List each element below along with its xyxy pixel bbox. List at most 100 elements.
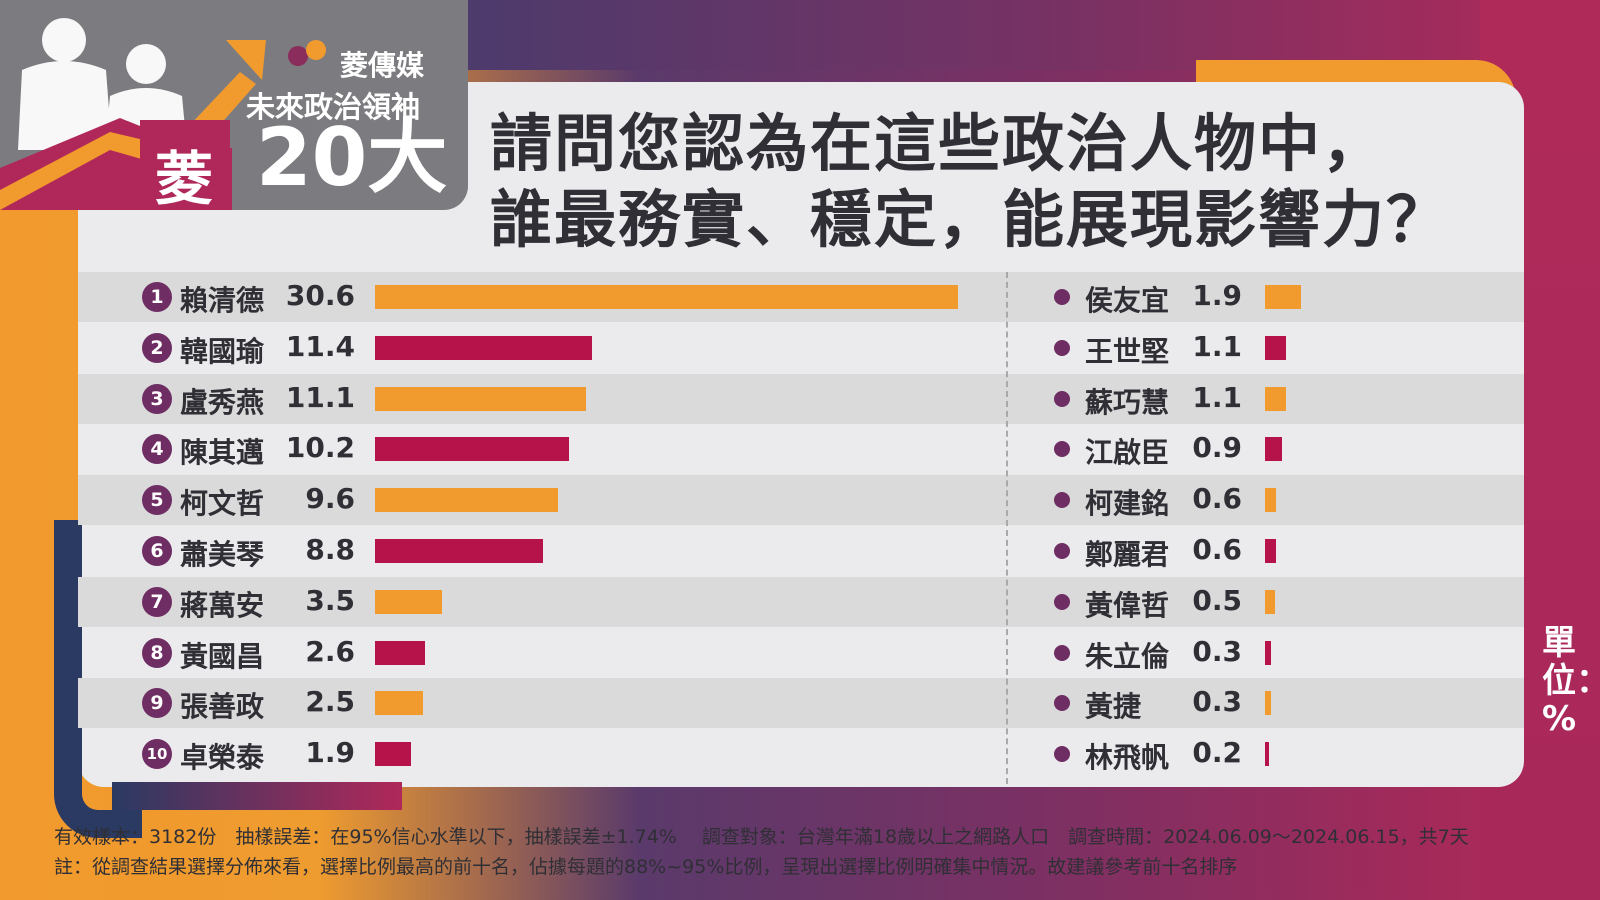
candidate-name: 蕭美琴 [180, 538, 265, 571]
rank-badge: 1 [142, 282, 172, 312]
value-label: 2.5 [305, 685, 355, 719]
bar [1265, 742, 1269, 767]
value-label: 9.6 [305, 482, 355, 516]
value-label: 3.5 [305, 583, 355, 617]
value-label: 0.2 [1192, 736, 1242, 770]
bar [375, 589, 442, 614]
value-label: 0.9 [1192, 431, 1242, 465]
badge-subtitle: 未來政治領袖 [246, 90, 421, 124]
bullet-icon [1054, 695, 1070, 712]
candidate-name: 卓榮泰 [180, 741, 265, 775]
value-label: 1.1 [1192, 380, 1242, 414]
value-label: 30.6 [285, 279, 355, 312]
bar [1265, 691, 1271, 716]
rank-badge: 3 [142, 383, 172, 414]
bar [375, 539, 543, 563]
candidate-name: 林飛帆 [1085, 741, 1170, 775]
bar [1265, 437, 1283, 462]
bar [1265, 285, 1302, 309]
header-badge: 菱傳媒 未來政治領袖 20大 菱 [0, 0, 468, 210]
candidate-name: 黃國昌 [180, 639, 265, 673]
table-row [78, 475, 1524, 526]
unit-label: 單位：% [1542, 623, 1600, 739]
frame-blue [54, 520, 142, 838]
candidate-name: 鄭麗君 [1085, 538, 1170, 571]
bar [375, 335, 593, 360]
bullet-icon [1054, 492, 1070, 509]
bullet-icon [1054, 441, 1070, 458]
title-line-1: 請問您認為在這些政治人物中， [490, 107, 1387, 180]
bar [375, 437, 570, 462]
candidate-name: 蘇巧慧 [1085, 385, 1170, 419]
rank-badge: 2 [142, 332, 172, 363]
bar [375, 488, 558, 513]
value-label: 0.6 [1192, 533, 1242, 566]
value-label: 2.6 [305, 634, 355, 668]
rank-badge: 8 [142, 637, 172, 668]
bullet-icon [1054, 746, 1070, 763]
bar [375, 691, 423, 716]
silhouette-graphic [0, 18, 326, 210]
rank-badge: 5 [142, 485, 172, 516]
value-label: 0.3 [1192, 685, 1242, 719]
candidate-name: 黃偉哲 [1085, 588, 1170, 622]
candidate-name: 柯文哲 [180, 487, 265, 521]
candidate-name: 蔣萬安 [180, 588, 265, 622]
candidate-name: 韓國瑜 [180, 334, 265, 368]
rank-badge: 10 [142, 739, 172, 770]
bar [1265, 335, 1286, 360]
table-row [78, 678, 1524, 729]
candidate-name: 盧秀燕 [180, 385, 265, 419]
brand-logo-icon [288, 40, 326, 66]
bar [1265, 539, 1277, 563]
rank-badge: 7 [142, 586, 172, 617]
candidate-name: 黃捷 [1085, 690, 1142, 724]
candidate-name: 柯建銘 [1085, 487, 1170, 521]
candidate-name: 侯友宜 [1085, 284, 1170, 317]
bullet-icon [1054, 289, 1070, 305]
bar [375, 285, 958, 309]
bullet-icon [1054, 390, 1070, 407]
bar [375, 386, 587, 411]
value-label: 1.9 [305, 736, 355, 770]
title-line-2: 誰最務實、穩定，能展現影響力？ [490, 183, 1451, 256]
rank-badge: 6 [142, 536, 172, 566]
bullet-icon [1054, 644, 1070, 661]
value-label: 8.8 [305, 533, 355, 566]
value-label: 0.6 [1192, 482, 1242, 516]
brand-name: 菱傳媒 [340, 49, 425, 82]
footer-sample-info: 有效樣本：3182份 抽樣誤差：在95%信心水準以下，抽樣誤差±1.74% 調查… [54, 826, 1469, 848]
bar [1265, 589, 1275, 614]
candidate-name: 王世堅 [1085, 334, 1170, 368]
candidate-name: 張善政 [180, 690, 265, 724]
bar [1265, 386, 1286, 411]
bar [1265, 640, 1271, 665]
value-label: 1.9 [1192, 279, 1242, 312]
value-label: 0.5 [1192, 583, 1242, 617]
rank-badge: 9 [142, 688, 172, 719]
table-row [78, 576, 1524, 627]
badge-char: 菱 [155, 145, 214, 210]
candidate-name: 江啟臣 [1085, 436, 1170, 470]
page-title: 請問您認為在這些政治人物中， 誰最務實、穩定，能展現影響力？ [490, 106, 1450, 258]
value-label: 10.2 [285, 431, 355, 465]
value-label: 11.4 [285, 329, 355, 363]
rank-badge: 4 [142, 434, 172, 465]
bullet-icon [1054, 339, 1070, 356]
footer-note: 註：從調查結果選擇分佈來看，選擇比例最高的前十名，佔據每題的88%~95%比例，… [54, 856, 1238, 878]
bar [375, 640, 425, 665]
value-label: 0.3 [1192, 634, 1242, 668]
bullet-icon [1054, 543, 1070, 559]
badge-big-text: 20大 [256, 111, 448, 204]
bar [375, 742, 412, 767]
bullet-icon [1054, 593, 1070, 610]
value-label: 11.1 [285, 380, 355, 414]
candidate-name: 朱立倫 [1085, 639, 1170, 673]
bar [1265, 488, 1277, 513]
top-band [460, 0, 1600, 70]
candidate-name: 賴清德 [180, 284, 265, 317]
value-label: 1.1 [1192, 329, 1242, 363]
column-divider [1006, 272, 1008, 784]
frame-bottom [112, 782, 402, 810]
